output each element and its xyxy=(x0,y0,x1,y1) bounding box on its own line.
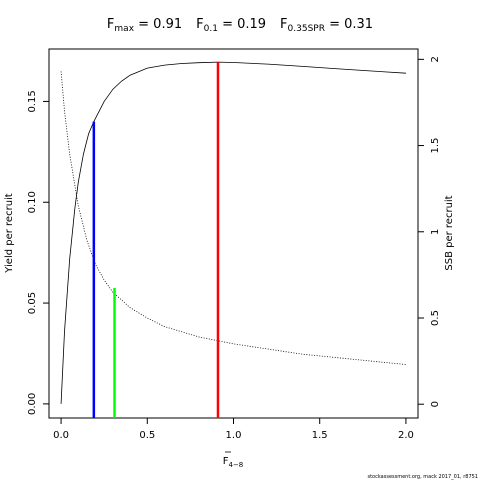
y2-tick-label: 0.5 xyxy=(430,310,441,326)
y2-tick-label: 2 xyxy=(430,56,441,62)
x-tick-label: 1.5 xyxy=(312,430,328,441)
title-fmax-sub: max xyxy=(114,24,134,34)
title-f01-base: F xyxy=(196,17,203,32)
y-tick-label: 0.10 xyxy=(27,191,38,213)
x-tick-label: 0.5 xyxy=(139,430,155,441)
y2-tick-label: 1 xyxy=(430,229,441,235)
y-axis-right: 0 0.5 1 1.5 2 xyxy=(418,56,441,407)
title-f01-value: = 0.19 xyxy=(218,17,266,32)
y2-tick-label: 0 xyxy=(430,401,441,407)
series-layer xyxy=(60,61,406,404)
title-f035-sub: 0.35SPR xyxy=(288,24,325,34)
title-fmax-value: = 0.91 xyxy=(134,17,182,32)
title-f035-value: = 0.31 xyxy=(325,17,373,32)
y-tick-label: 0.15 xyxy=(27,90,38,112)
reference-lines xyxy=(92,62,220,418)
y-tick-label: 0.00 xyxy=(27,393,38,415)
plot-frame xyxy=(48,48,419,419)
x-tick-label: 1.0 xyxy=(226,430,242,441)
title-fmax-base: F xyxy=(107,17,114,32)
yield-per-recruit-line xyxy=(60,61,406,404)
ssb-per-recruit-line xyxy=(60,71,406,365)
footer-credit: stockassessment.org, mack 2017_01, r8751 xyxy=(367,474,478,480)
y2-axis-title: SSB per recruit xyxy=(444,195,455,270)
chart-title: Fmax = 0.91 F0.1 = 0.19 F0.35SPR = 0.31 xyxy=(107,17,373,34)
y2-tick-label: 1.5 xyxy=(430,138,441,154)
y-axis-left: 0.00 0.05 0.10 0.15 xyxy=(27,90,49,415)
y-axis-title: Yield per recruit xyxy=(4,193,15,274)
x-axis-title: F4−8 xyxy=(223,456,244,469)
title-f035-base: F xyxy=(280,17,287,32)
x-axis-title-base: F xyxy=(223,456,229,467)
y-tick-label: 0.05 xyxy=(27,292,38,314)
x-tick-label: 2.0 xyxy=(398,430,414,441)
title-f01-sub: 0.1 xyxy=(204,24,218,34)
x-axis: 0.0 0.5 1.0 1.5 2.0 xyxy=(53,418,414,441)
x-axis-title-sub: 4−8 xyxy=(228,461,243,469)
x-tick-label: 0.0 xyxy=(53,430,69,441)
